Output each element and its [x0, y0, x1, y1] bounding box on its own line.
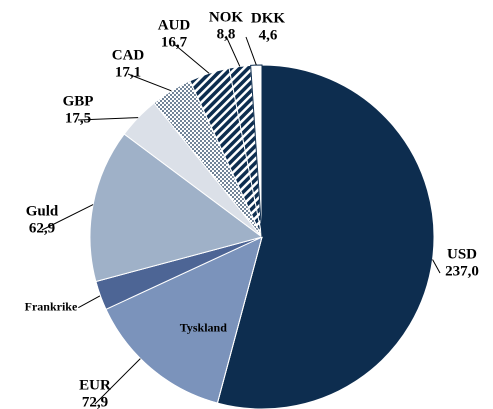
slice-value: 4,6: [259, 27, 278, 43]
slice-name: GBP: [63, 93, 94, 109]
slice-name: AUD: [158, 17, 191, 33]
slice-value: 17,1: [115, 64, 141, 80]
slice-name: NOK: [209, 9, 244, 25]
leader-line: [225, 35, 241, 67]
slice-value: 17,5: [65, 110, 91, 126]
slice-value: 8,8: [217, 26, 236, 42]
slice-name: EUR: [79, 377, 111, 393]
slice-value: 16,7: [161, 34, 188, 50]
slice-name: DKK: [251, 10, 286, 26]
pie-slice-outline: [95, 236, 263, 404]
leader-line: [173, 43, 210, 74]
leader-line: [245, 36, 257, 66]
pie-slice: [216, 64, 435, 409]
slice-label: Frankrike: [25, 299, 78, 313]
leader-line: [94, 358, 141, 405]
pie-slice: [89, 133, 264, 283]
slice-name: Guld: [26, 203, 59, 219]
leader-line: [77, 117, 139, 121]
slice-value: 237,0: [445, 263, 479, 279]
slice-name: USD: [447, 246, 477, 262]
slice-value: 72,9: [82, 394, 108, 409]
slice-value: 62,9: [29, 220, 55, 236]
slice-name: CAD: [112, 47, 145, 63]
leader-line: [78, 295, 101, 309]
slice-label: Tyskland: [180, 320, 227, 334]
leader-line: [127, 73, 172, 92]
leader-line: [41, 204, 94, 231]
leader-line: [432, 259, 441, 274]
